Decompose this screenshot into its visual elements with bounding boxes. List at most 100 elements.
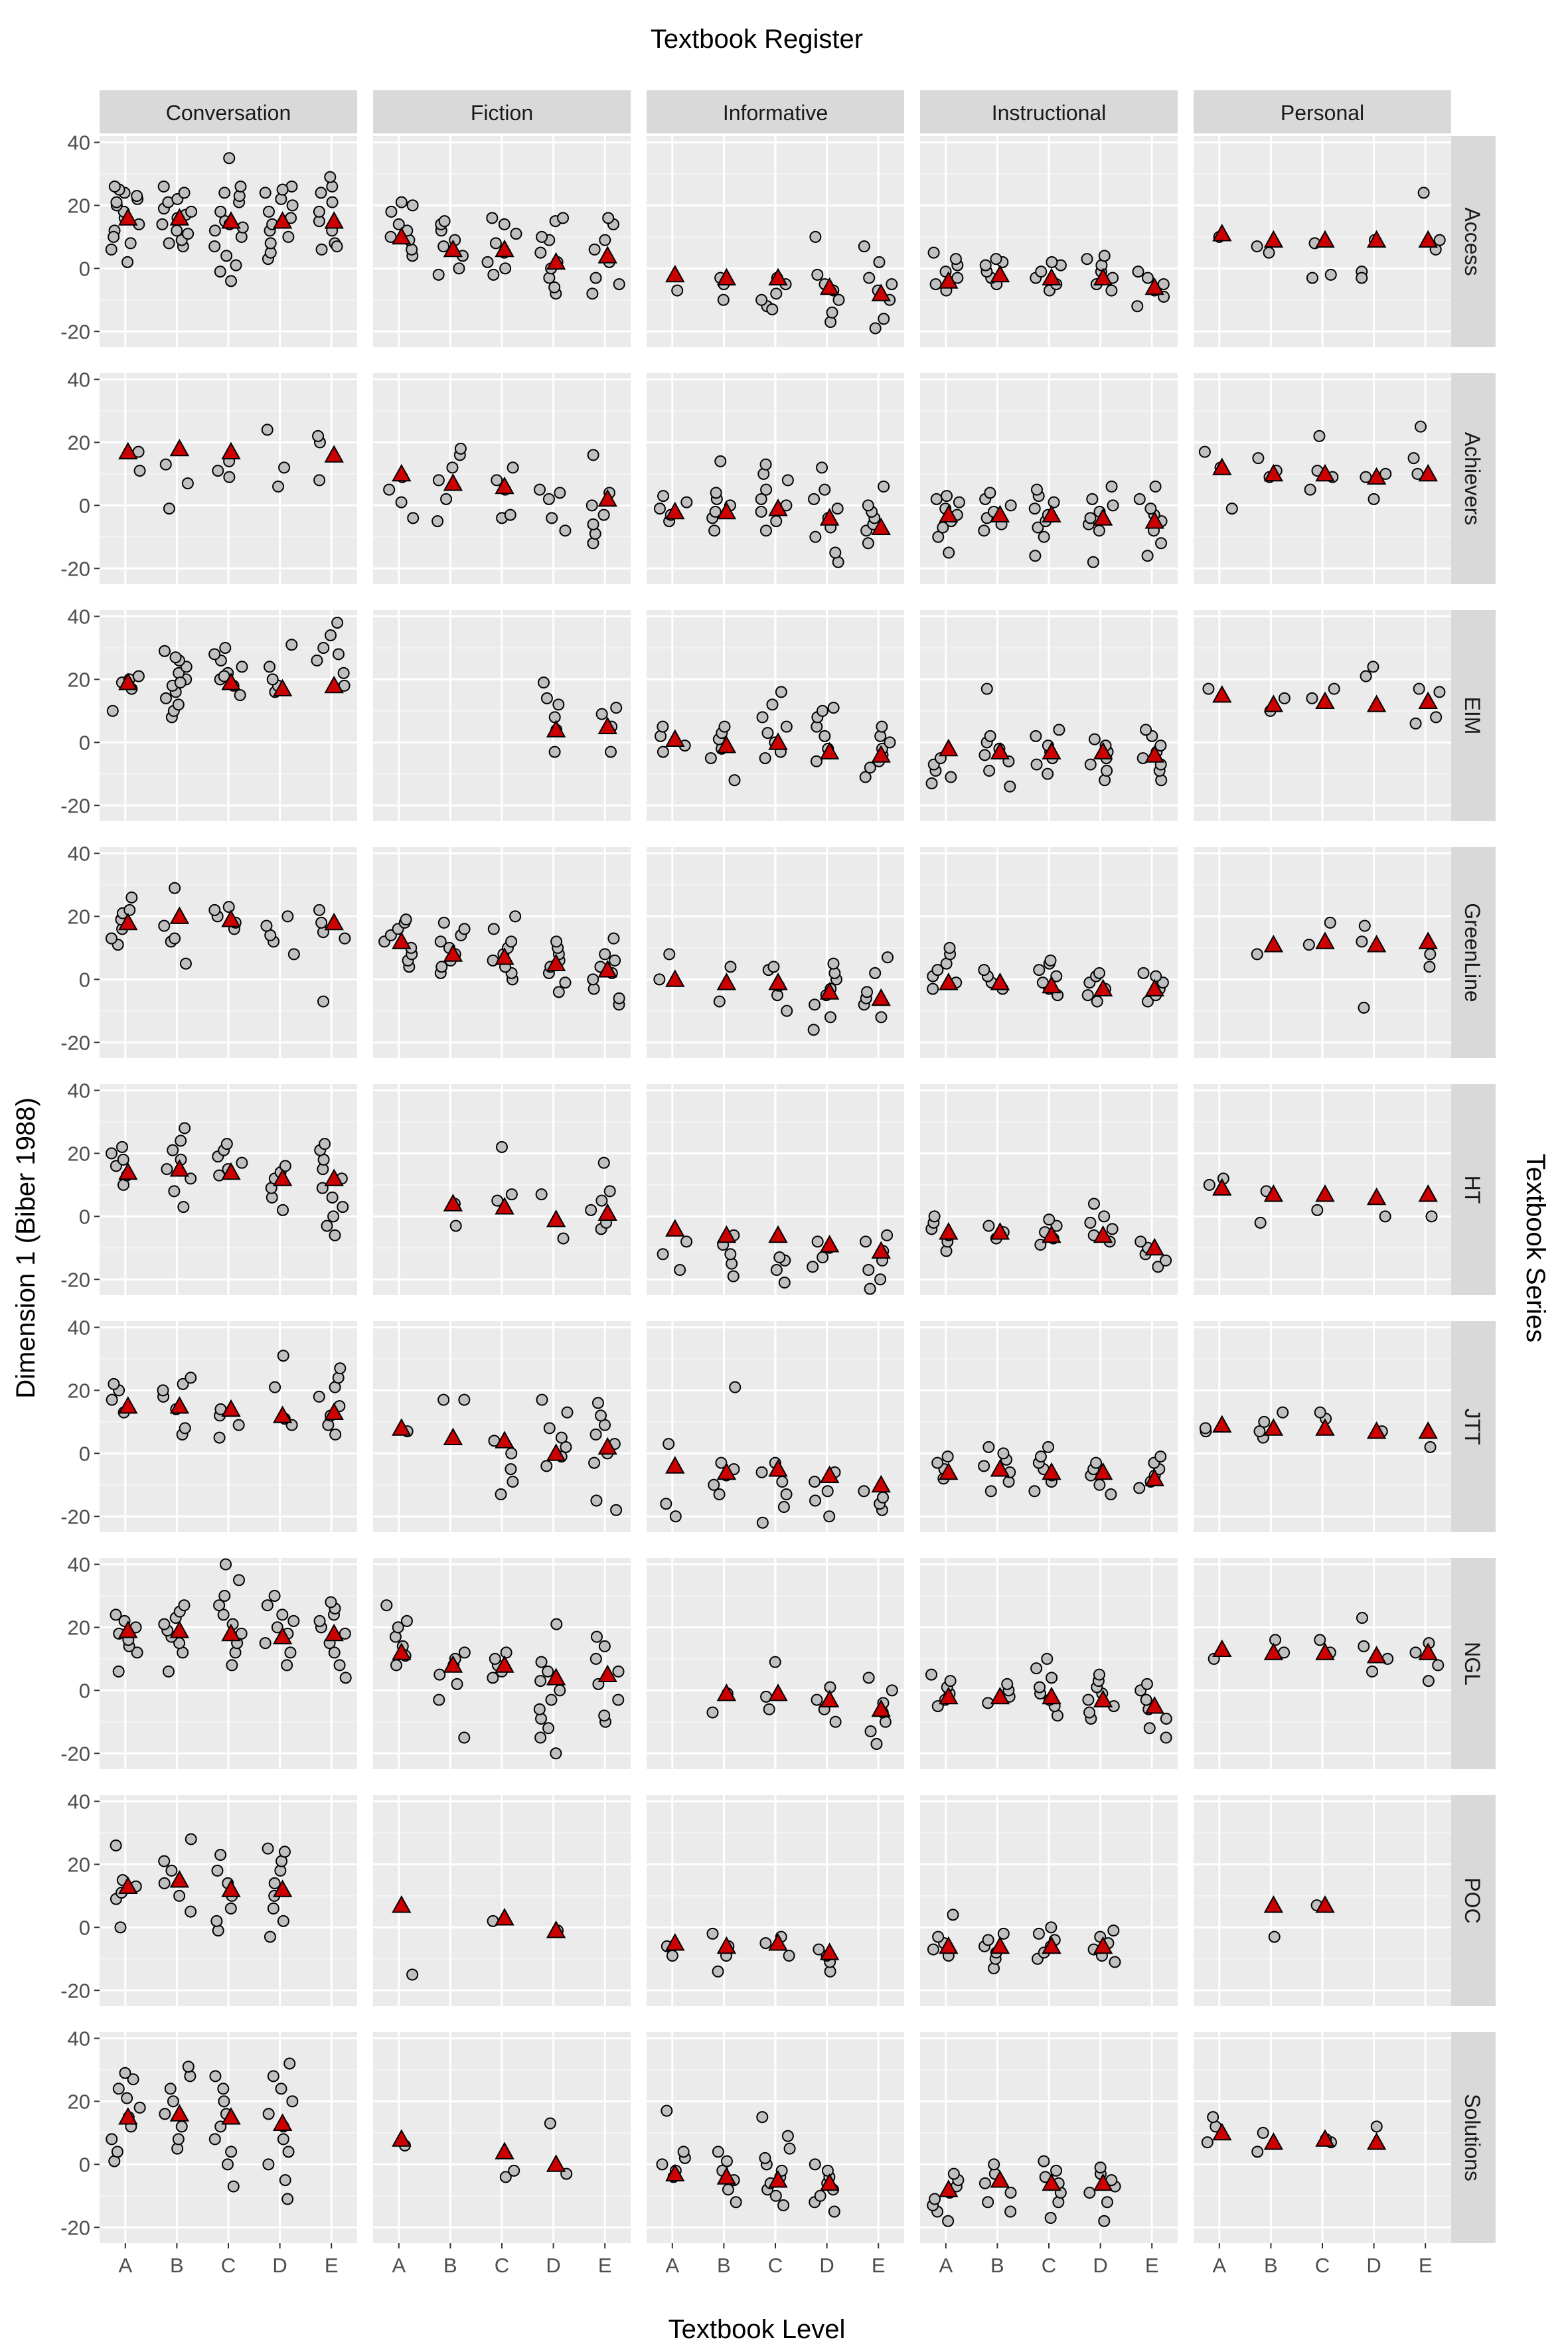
data-point [164,2082,177,2095]
panel-jtt-informative [647,1321,904,1532]
data-point [1105,284,1118,297]
data-point [230,259,242,272]
data-point [864,1283,876,1295]
data-point [105,1147,118,1160]
data-point [1140,1678,1153,1690]
mean-marker [1093,1936,1113,1954]
mean-marker [324,211,344,229]
data-point [1038,530,1050,543]
data-point [214,266,226,278]
data-point [112,2082,125,2095]
data-point [495,1488,507,1501]
mean-marker [716,268,737,285]
mean-marker [990,1686,1010,1705]
data-point [828,2205,840,2218]
data-point [603,1185,616,1198]
data-point [543,1422,556,1435]
data-point [882,951,894,964]
mean-marker [221,1623,241,1642]
mean-marker [939,1462,959,1480]
data-point [208,2133,221,2146]
data-point [1093,1668,1105,1681]
column-strip-label: Instructional [992,101,1107,125]
mean-marker [324,1168,344,1186]
data-point [607,932,620,945]
data-point [1269,1634,1282,1646]
data-point [587,518,599,530]
data-point [1160,1731,1172,1744]
data-point [433,1693,445,1706]
mean-marker [169,1396,190,1414]
data-point [829,1715,842,1728]
data-point [227,2180,240,2193]
data-point [1356,1612,1368,1624]
mean-marker [1144,277,1164,295]
mean-marker [819,2173,840,2191]
data-point [605,745,617,758]
panel-greenline-instructional [920,847,1178,1058]
data-point [534,1731,547,1744]
data-point [988,2158,1000,2171]
data-point [612,1693,625,1706]
data-point [1082,1693,1095,1706]
data-point [886,1684,898,1697]
data-point [1160,1713,1172,1725]
data-point [1425,1210,1438,1223]
data-point [259,187,272,199]
data-point [657,490,670,503]
data-point [559,524,572,537]
mean-marker [597,1664,617,1683]
mean-marker [939,1686,959,1705]
data-point [1155,537,1168,550]
y-axis-solutions: -20 0 20 40 [60,2027,100,2239]
panel-eim-conversation [100,610,357,821]
y-axis-label: Dimension 1 (Biber 1988) [11,1097,40,1399]
mean-marker [546,252,566,270]
data-point [1004,780,1016,793]
data-point [609,954,621,967]
data-point [313,205,325,218]
data-point [1251,948,1263,961]
y-tick-label: -20 [60,1031,90,1054]
x-axis-informative: A B C D E [665,2243,886,2277]
data-point [808,493,821,505]
data-point [928,1210,941,1223]
data-point [613,992,625,1004]
data-point [829,546,842,559]
data-point [827,957,840,970]
data-point [943,546,955,559]
x-tick-label: C [221,2254,236,2277]
mean-marker [1093,268,1113,285]
data-point [727,1270,740,1283]
y-tick-label: 40 [68,1079,90,1102]
data-point [587,449,599,461]
data-point [1254,1216,1267,1229]
mean-marker [546,2154,566,2172]
data-point [234,689,246,702]
data-point [112,1665,125,1678]
data-point [1409,1646,1422,1659]
y-tick-label: 20 [68,1853,90,1876]
mean-marker [1418,1421,1438,1439]
data-point [755,293,768,306]
data-point [599,234,611,246]
mean-marker [1366,467,1387,485]
data-point [321,1219,333,1232]
data-point [262,1842,274,1855]
panel-access-personal [1194,136,1451,347]
mean-marker [819,742,840,759]
data-point [1088,733,1101,745]
data-point [777,1501,790,1514]
data-point [1251,2146,1264,2158]
mean-marker [443,1194,463,1212]
data-point [1028,503,1041,515]
data-point [783,2142,796,2155]
panel-jtt-personal [1194,1321,1451,1532]
row-strip-label: Solutions [1460,2094,1484,2181]
mean-marker [1366,1421,1387,1439]
data-point [610,702,623,714]
x-tick-label: D [1366,2254,1381,2277]
data-point [536,230,548,243]
data-point [560,1441,572,1453]
column-strip-fiction: Fiction [373,90,631,133]
